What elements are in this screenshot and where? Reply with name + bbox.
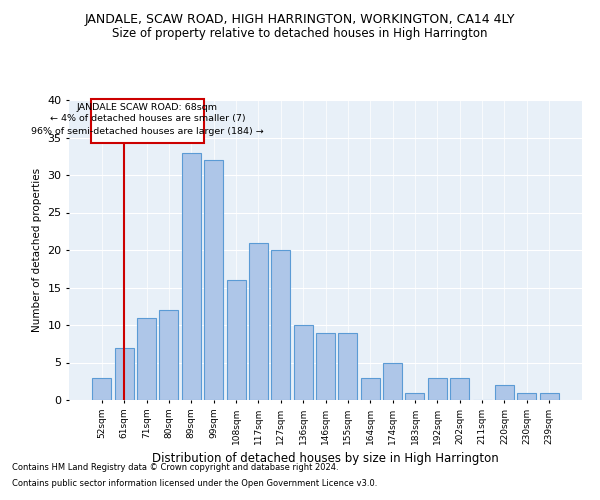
Bar <box>227 280 245 400</box>
Bar <box>249 242 268 400</box>
Text: Contains public sector information licensed under the Open Government Licence v3: Contains public sector information licen… <box>12 478 377 488</box>
Bar <box>271 250 290 400</box>
Bar <box>338 332 358 400</box>
Bar <box>361 378 380 400</box>
Bar <box>495 385 514 400</box>
Bar <box>137 318 156 400</box>
Bar <box>539 392 559 400</box>
Bar <box>383 362 402 400</box>
Bar <box>406 392 424 400</box>
Bar <box>92 378 112 400</box>
Bar <box>450 378 469 400</box>
Bar <box>204 160 223 400</box>
Text: JANDALE SCAW ROAD: 68sqm: JANDALE SCAW ROAD: 68sqm <box>77 103 218 112</box>
Text: Size of property relative to detached houses in High Harrington: Size of property relative to detached ho… <box>112 28 488 40</box>
Text: 96% of semi-detached houses are larger (184) →: 96% of semi-detached houses are larger (… <box>31 127 264 136</box>
FancyBboxPatch shape <box>91 98 203 143</box>
Text: Contains HM Land Registry data © Crown copyright and database right 2024.: Contains HM Land Registry data © Crown c… <box>12 464 338 472</box>
Bar <box>182 152 201 400</box>
Bar <box>160 310 178 400</box>
Text: ← 4% of detached houses are smaller (7): ← 4% of detached houses are smaller (7) <box>50 114 245 123</box>
Bar <box>517 392 536 400</box>
Text: JANDALE, SCAW ROAD, HIGH HARRINGTON, WORKINGTON, CA14 4LY: JANDALE, SCAW ROAD, HIGH HARRINGTON, WOR… <box>85 12 515 26</box>
Y-axis label: Number of detached properties: Number of detached properties <box>32 168 41 332</box>
Bar <box>316 332 335 400</box>
X-axis label: Distribution of detached houses by size in High Harrington: Distribution of detached houses by size … <box>152 452 499 466</box>
Bar <box>293 325 313 400</box>
Bar <box>115 348 134 400</box>
Bar <box>428 378 447 400</box>
